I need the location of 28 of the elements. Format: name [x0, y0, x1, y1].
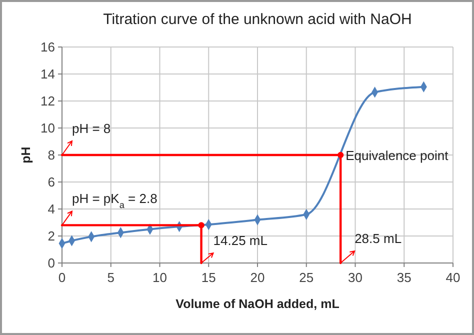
point	[337, 152, 344, 158]
annotation: 14.25 mL	[213, 233, 268, 248]
x-tick-label: 10	[152, 270, 167, 285]
x-tick-label: 20	[250, 270, 265, 285]
y-tick-label: 6	[48, 174, 55, 190]
x-tick-label: 40	[446, 270, 460, 285]
x-tick-label: 5	[107, 270, 114, 285]
y-tick-label: 10	[40, 120, 55, 136]
y-axis-title: pH	[19, 146, 33, 164]
point	[198, 222, 204, 228]
annotation: pH = 8	[72, 121, 111, 136]
annotation: pH = pK$_{a}$ = 2.8	[72, 191, 158, 210]
y-tick-label: 12	[40, 94, 55, 108]
y-tick-label: 0	[48, 256, 55, 270]
y-tick-label: 16	[40, 40, 55, 54]
y-tick-label: 2	[48, 228, 55, 244]
chart-title: Titration curve of the unknown acid with NaOH	[103, 11, 412, 28]
x-axis-title: Volume of NaOH added, mL	[176, 297, 340, 311]
x-tick-label: 0	[58, 270, 66, 285]
y-tick-label: 14	[40, 66, 55, 82]
y-tick-label: 4	[48, 202, 55, 216]
annotation: 28.5 mL	[354, 231, 402, 246]
x-tick-label: 30	[348, 270, 362, 285]
x-tick-label: 25	[299, 270, 314, 285]
annotation: Equivalence point	[346, 148, 449, 163]
x-tick-label: 35	[396, 270, 412, 285]
y-tick-label: 8	[48, 148, 55, 162]
x-tick-label: 15	[201, 270, 216, 285]
